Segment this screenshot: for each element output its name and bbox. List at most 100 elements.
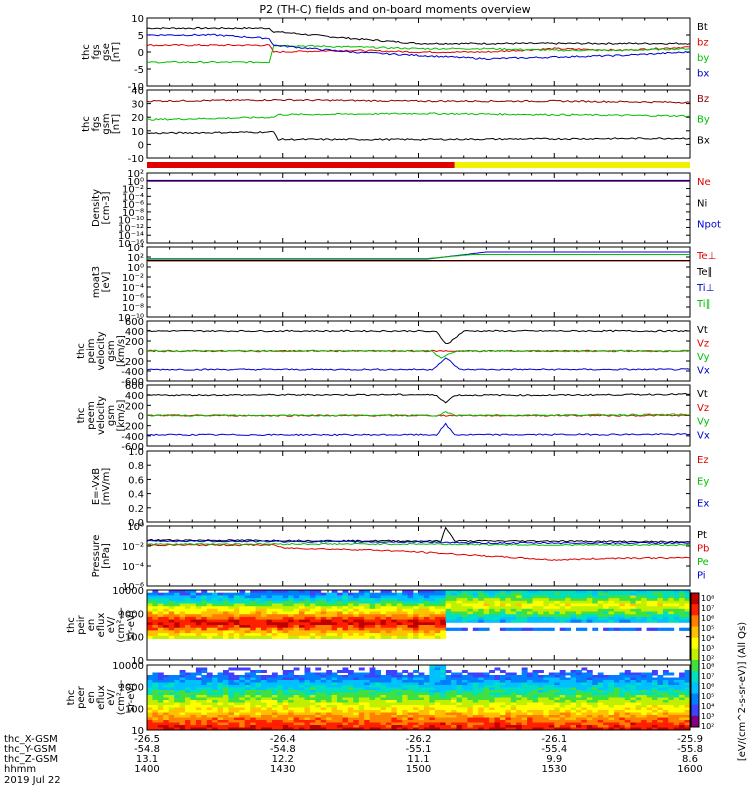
heatmap-cell [320, 606, 327, 610]
heatmap-cell [576, 702, 582, 706]
heatmap-cell [223, 630, 229, 634]
heatmap-cell [233, 598, 240, 602]
heatmap-cell [299, 608, 305, 612]
heatmap-cell [277, 611, 284, 615]
heatmap-cell [646, 675, 653, 678]
heatmap-cell [288, 707, 295, 711]
heatmap-cell [619, 692, 626, 696]
heatmap-cell [554, 592, 561, 596]
heatmap-cell [472, 677, 479, 681]
heatmap-cell [554, 690, 561, 693]
heatmap-cell [418, 677, 425, 681]
heatmap-cell [662, 595, 669, 599]
heatmap-cell [293, 697, 300, 701]
panel-density: 10²10⁰10⁻²10⁻⁴10⁻⁶10⁻⁸10⁻¹⁰10⁻¹²10⁻¹⁴10⁻… [91, 169, 721, 250]
heatmap-cell [380, 635, 387, 639]
heatmap-cell [603, 705, 609, 708]
heatmap-cell [309, 705, 316, 708]
legend-entry: Pb [697, 544, 709, 555]
heatmap-cell [635, 685, 642, 688]
heatmap-cell [456, 687, 463, 691]
heatmap-cell [299, 685, 305, 688]
heatmap-cell [472, 715, 479, 718]
heatmap-cell [641, 715, 647, 718]
heatmap-cell [358, 627, 365, 631]
heatmap-cell [662, 697, 669, 701]
heatmap-cell [532, 680, 539, 683]
heatmap-cell [223, 727, 229, 730]
heatmap-cell [266, 633, 273, 637]
heatmap-cell [603, 598, 609, 602]
heatmap-cell [570, 715, 577, 718]
y-axis-label-line: gsm [101, 113, 112, 134]
heatmap-cell [217, 702, 224, 706]
heatmap-cell [168, 705, 175, 708]
y-axis-label-line: gse [101, 43, 112, 61]
heatmap-cell [423, 720, 430, 723]
heatmap-cell [429, 702, 436, 706]
heatmap-cell [244, 611, 251, 615]
heatmap-cell [358, 700, 365, 703]
heatmap-cell [467, 600, 474, 604]
heatmap-cell [440, 670, 447, 673]
heatmap-cell [277, 606, 284, 610]
heatmap-cell [152, 685, 159, 688]
heatmap-cell [635, 697, 642, 701]
heatmap-cell [679, 715, 685, 718]
heatmap-cell [195, 682, 202, 686]
heatmap-cell [369, 727, 376, 730]
heatmap-cell [163, 700, 170, 703]
legend-entry: by [697, 53, 709, 64]
heatmap-cell [293, 682, 300, 686]
heatmap-cell [337, 692, 343, 696]
heatmap-cell [608, 700, 615, 703]
heatmap-cell [185, 705, 191, 708]
heatmap-cell [673, 603, 680, 607]
heatmap-cell [499, 675, 506, 678]
heatmap-cell [494, 692, 501, 696]
heatmap-cell [342, 598, 349, 602]
heatmap-cell [494, 682, 501, 686]
heatmap-cell [407, 717, 414, 721]
heatmap-cell [527, 682, 533, 686]
heatmap-cell [652, 590, 658, 594]
heatmap-cell [641, 608, 647, 612]
heatmap-cell [510, 722, 517, 726]
heatmap-cell [201, 598, 208, 602]
heatmap-cell [614, 675, 620, 678]
heatmap-cell [684, 705, 690, 708]
heatmap-cell [494, 598, 501, 602]
heatmap-cell [592, 707, 599, 711]
heatmap-cell [630, 600, 637, 604]
heatmap-cell [369, 710, 376, 713]
heatmap-cell [543, 598, 550, 602]
legend-entry: Bx [697, 135, 710, 146]
heatmap-cell [326, 690, 333, 693]
heatmap-cell [385, 635, 392, 639]
heatmap-cell [288, 590, 295, 594]
heatmap-cell [554, 603, 561, 607]
heatmap-cell [337, 690, 343, 693]
heatmap-cell [565, 592, 571, 596]
heatmap-cell [201, 700, 208, 703]
heatmap-cell [608, 603, 615, 607]
heatmap-cell [228, 702, 235, 706]
heatmap-cell [581, 590, 588, 594]
heatmap-cell [337, 687, 343, 691]
heatmap-cell [429, 695, 436, 698]
heatmap-cell [483, 677, 490, 681]
heatmap-cell [456, 710, 463, 713]
heatmap-cell [201, 625, 208, 629]
heatmap-cell [375, 630, 381, 634]
heatmap-cell [657, 611, 664, 615]
heatmap-cell [147, 687, 153, 691]
heatmap-cell [407, 611, 414, 615]
heatmap-cell [434, 700, 441, 703]
heatmap-cell [521, 705, 528, 708]
heatmap-cell [174, 608, 181, 612]
heatmap-cell [347, 720, 354, 723]
heatmap-cell [347, 715, 354, 718]
heatmap-cell [652, 705, 658, 708]
heatmap-cell [391, 727, 398, 730]
heatmap-cell [157, 611, 164, 615]
